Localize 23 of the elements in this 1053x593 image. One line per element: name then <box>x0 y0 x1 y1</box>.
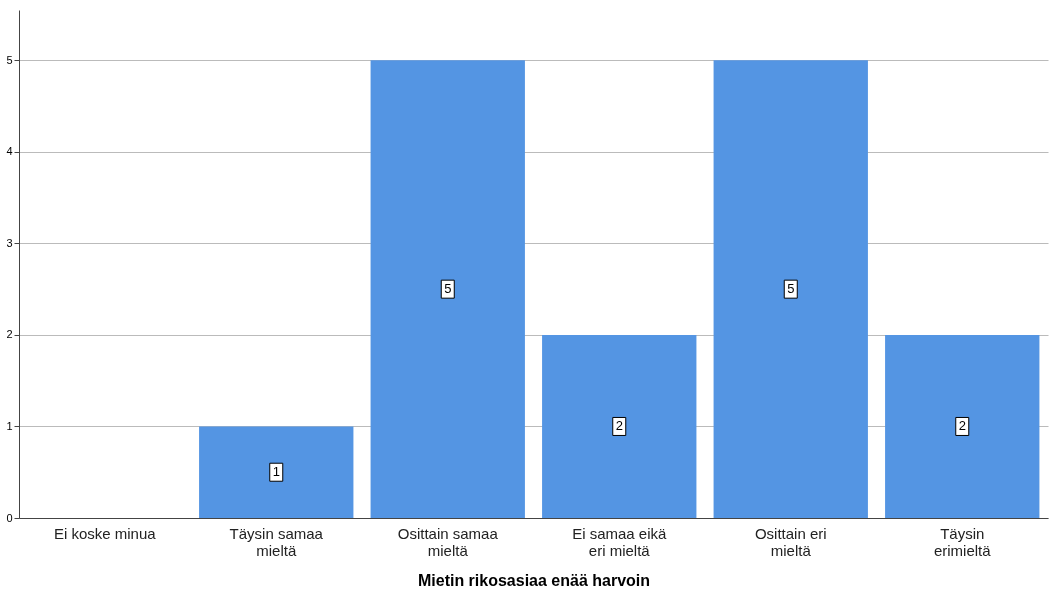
x-tick-label: Osittain samaa mieltä <box>397 524 499 559</box>
x-tick-label: Täysin erimieltä <box>933 524 992 559</box>
y-tick-label: 3 <box>6 236 13 249</box>
x-tick-label: Ei koske minua <box>53 524 157 542</box>
data-label: 2 <box>958 418 966 434</box>
y-tick-label: 0 <box>6 511 13 524</box>
y-tick-label: 4 <box>6 145 13 158</box>
bar <box>885 334 1040 518</box>
x-tick-label: Ei samaa eikä eri mieltä <box>572 524 668 559</box>
x-tick-label: Täysin samaa mieltä <box>229 524 324 559</box>
bar <box>542 334 697 518</box>
x-tick-label: Osittain eri mieltä <box>754 524 827 559</box>
data-label: 5 <box>444 281 452 297</box>
data-label: 1 <box>272 464 280 480</box>
data-label: 2 <box>615 418 623 434</box>
data-label: 5 <box>787 281 795 297</box>
bar <box>199 426 354 518</box>
bar <box>370 60 525 518</box>
bar <box>713 60 868 518</box>
x-axis-title: Mietin rikosasiaa enää harvoin <box>417 571 651 589</box>
y-tick-label: 2 <box>6 328 13 341</box>
y-tick-label: 1 <box>6 419 13 432</box>
y-tick-label: 5 <box>6 53 13 66</box>
